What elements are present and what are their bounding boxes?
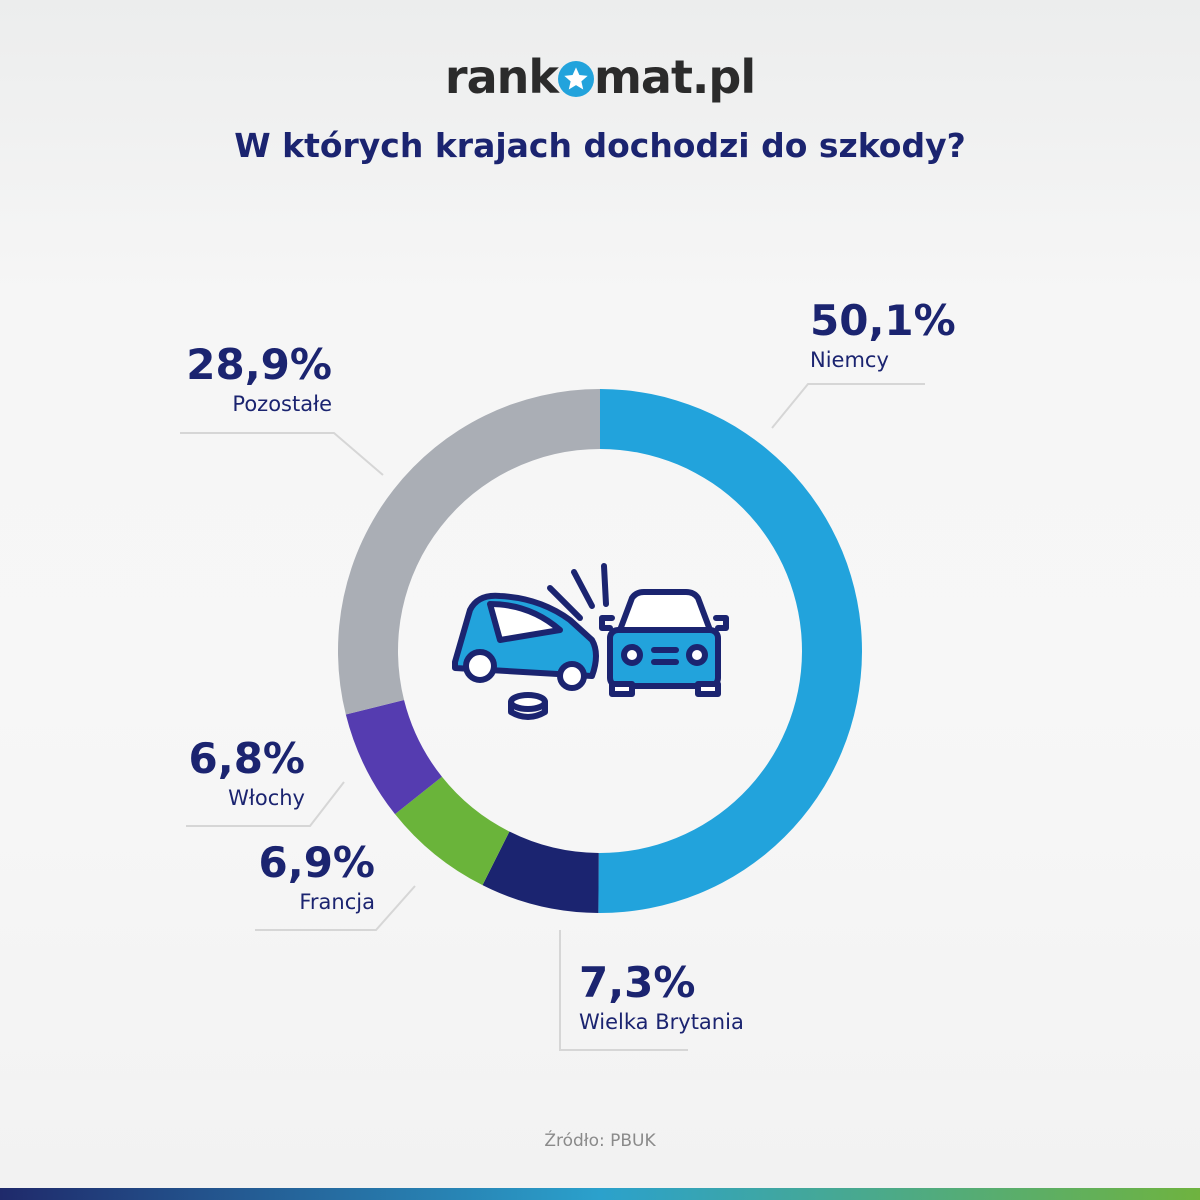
car-crash-icon [452,563,729,720]
data-label-value: 50,1% [810,296,956,345]
data-label-value: 6,9% [258,838,375,887]
slice-wielka-brytania [482,831,599,913]
label-wlochy: 6,8% Włochy [188,734,305,811]
data-label-category: Włochy [228,786,305,810]
data-label-category: Francja [299,890,375,914]
logo: rank mat.pl [0,50,1200,104]
slice-niemcy [598,389,863,913]
label-pozostale: 28,9% Pozostałe [186,340,332,417]
data-label-category: Wielka Brytania [579,1010,744,1034]
footer-gradient-bar [0,1188,1200,1200]
slice-włochy [345,700,442,815]
logo-text-right: mat.pl [593,50,756,104]
data-label-value: 28,9% [186,340,332,389]
slice-pozostałe [338,389,600,715]
data-label-category: Pozostałe [232,392,332,416]
logo-text-left: rank [444,50,559,104]
label-niemcy: 50,1% Niemcy [810,296,956,373]
page-title: W których krajach dochodzi do szkody? [234,126,966,165]
data-label-value: 6,8% [188,734,305,783]
data-label-value: 7,3% [579,958,696,1007]
slice-francja [395,776,510,886]
data-label-category: Niemcy [810,348,889,372]
star-icon [557,61,594,97]
leader-lines [180,383,925,1051]
source-note: Źródło: PBUK [544,1131,656,1151]
label-francja: 6,9% Francja [258,838,375,915]
label-wielka-brytania: 7,3% Wielka Brytania [579,958,744,1035]
